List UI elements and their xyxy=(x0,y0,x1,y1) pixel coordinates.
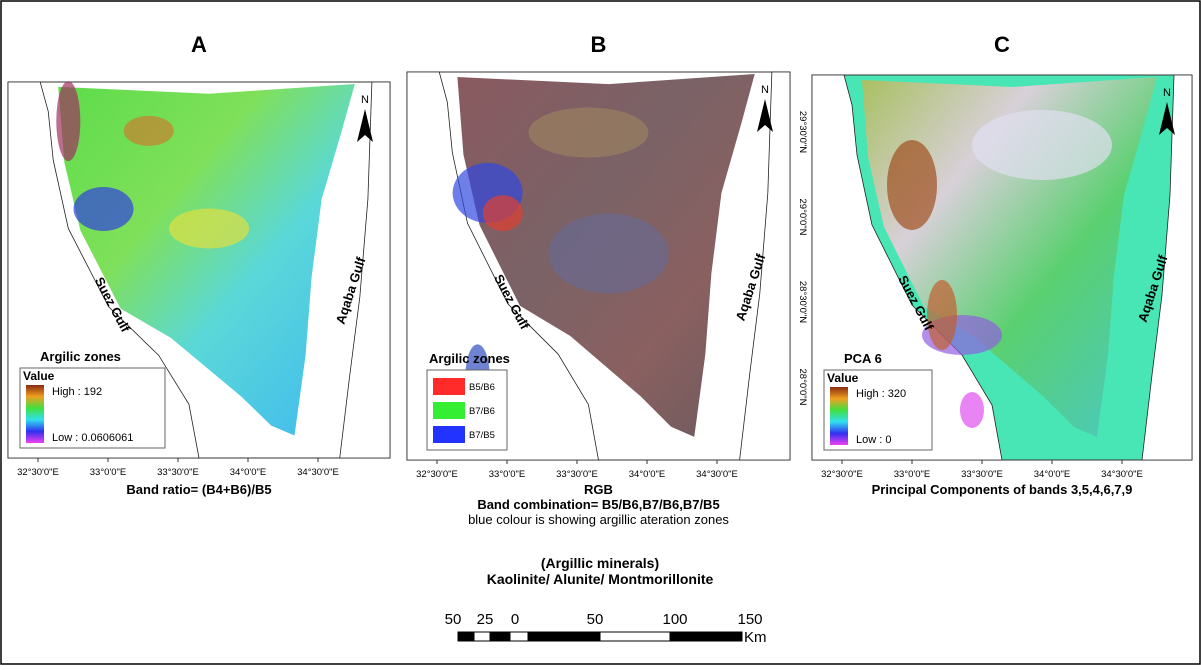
x-tick-label: 34°30'0"E xyxy=(297,467,339,478)
legend-swatch xyxy=(433,402,465,419)
raster-texture xyxy=(56,81,81,162)
mainland-east xyxy=(339,81,391,459)
legend-box xyxy=(19,367,166,449)
y-tick-label: 29°30'0"N xyxy=(797,111,808,153)
x-tick-label: 34°30'0"E xyxy=(1101,469,1143,480)
x-tick-label: 33°0'0"E xyxy=(894,469,930,480)
legend-item: B5/B6 xyxy=(469,382,495,393)
legend-low: Low : 0 xyxy=(856,434,891,446)
x-tick-label: 34°0'0"E xyxy=(1034,469,1070,480)
legend-low: Low : 0.0606061 xyxy=(52,432,133,444)
scale-label: 50 xyxy=(587,611,604,628)
footer-line: Kaolinite/ Alunite/ Montmorillonite xyxy=(487,571,714,587)
scale-segment xyxy=(669,631,743,642)
raster-texture xyxy=(169,208,250,249)
x-tick-label: 33°30'0"E xyxy=(157,467,199,478)
legend-title: Argilic zones xyxy=(429,351,510,366)
scale-segment xyxy=(473,631,491,642)
y-tick-label: 29°0'0"N xyxy=(797,199,808,236)
raster-texture xyxy=(927,280,957,350)
legend-ramp xyxy=(830,387,848,445)
raster-texture xyxy=(73,186,134,231)
panel-letter: A xyxy=(191,32,207,57)
caption: Principal Components of bands 3,5,4,6,7,… xyxy=(872,482,1133,497)
scale-label: 100 xyxy=(662,611,687,628)
y-tick-label: 28°30'0"N xyxy=(1199,284,1201,326)
raster-texture xyxy=(887,140,937,230)
raster-texture xyxy=(972,110,1112,180)
raster-texture xyxy=(548,213,669,294)
north-arrow xyxy=(1159,102,1175,135)
legend-title: Argilic zones xyxy=(40,349,121,364)
mainland-east xyxy=(1141,74,1193,461)
legend-item: B7/B6 xyxy=(469,406,495,417)
y-tick-label: 28°0'0"N xyxy=(797,369,808,406)
legend-swatch xyxy=(433,378,465,395)
caption: Band ratio= (B4+B6)/B5 xyxy=(126,482,271,497)
north-label: N xyxy=(1163,87,1171,99)
x-tick-label: 33°0'0"E xyxy=(489,469,525,480)
sinai-raster xyxy=(58,83,355,436)
scale-segment xyxy=(527,631,601,642)
x-tick-label: 34°0'0"E xyxy=(629,469,665,480)
scale-unit: Km xyxy=(744,629,767,646)
legend-swatch xyxy=(433,426,465,443)
panel-letter: B xyxy=(591,32,607,57)
legend-high: High : 192 xyxy=(52,386,102,398)
scale-segment xyxy=(509,631,529,642)
scale-label: 25 xyxy=(477,611,494,628)
north-label: N xyxy=(761,84,769,96)
y-tick-label: 29°30'0"N xyxy=(1199,114,1201,156)
y-tick-label: 28°30'0"N xyxy=(797,281,808,323)
x-tick-label: 34°0'0"E xyxy=(230,467,266,478)
scale-segment xyxy=(489,631,511,642)
legend-heading: Value xyxy=(827,371,859,385)
north-label: N xyxy=(361,94,369,106)
mainland-east xyxy=(739,71,791,461)
panel-letter: C xyxy=(994,32,1010,57)
mainland-west xyxy=(811,74,1003,461)
mainland-west xyxy=(7,81,200,459)
x-tick-label: 33°30'0"E xyxy=(556,469,598,480)
scale-segment xyxy=(599,631,671,642)
footer-line: (Argillic minerals) xyxy=(541,555,659,571)
scale-label: 0 xyxy=(511,611,519,628)
caption: RGB xyxy=(584,482,613,497)
legend-heading: Value xyxy=(23,369,55,383)
scale-label: 50 xyxy=(445,611,462,628)
caption: Band combination= B5/B6,B7/B6,B7/B5 xyxy=(477,497,719,512)
scale-label: 150 xyxy=(737,611,762,628)
legend-item: B7/B5 xyxy=(469,430,495,441)
legend-ramp xyxy=(26,385,44,443)
x-tick-label: 33°30'0"E xyxy=(961,469,1003,480)
raster-texture xyxy=(960,392,984,428)
x-tick-label: 32°30'0"E xyxy=(17,467,59,478)
north-arrow xyxy=(757,99,773,132)
x-tick-label: 33°0'0"E xyxy=(90,467,126,478)
y-tick-label: 29°0'0"N xyxy=(1199,202,1201,239)
x-tick-label: 32°30'0"E xyxy=(821,469,863,480)
mainland-west xyxy=(406,71,599,461)
scale-segment xyxy=(457,631,475,642)
legend-high: High : 320 xyxy=(856,388,906,400)
north-arrow xyxy=(357,109,373,142)
raster-texture xyxy=(123,115,174,146)
x-tick-label: 32°30'0"E xyxy=(416,469,458,480)
y-tick-label: 28°0'0"N xyxy=(1199,372,1201,409)
raster-texture xyxy=(528,107,649,158)
x-tick-label: 34°30'0"E xyxy=(696,469,738,480)
caption: blue colour is showing argillic ateratio… xyxy=(468,512,729,527)
legend-title: PCA 6 xyxy=(844,351,882,366)
raster-texture xyxy=(482,195,523,232)
